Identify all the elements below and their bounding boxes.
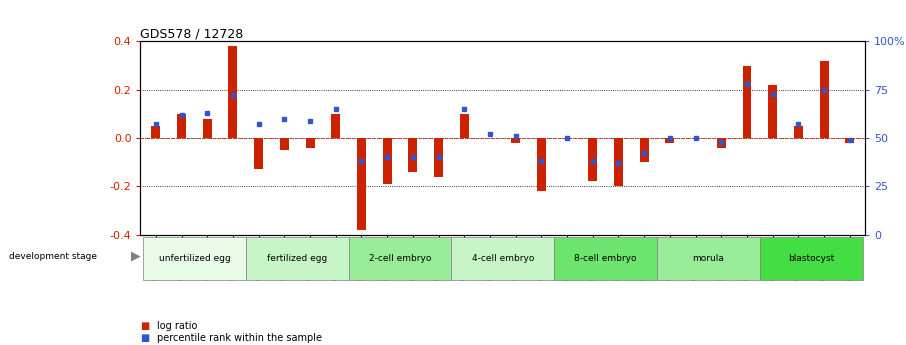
Bar bbox=[845, 138, 854, 143]
Bar bbox=[537, 138, 546, 191]
Text: ▶: ▶ bbox=[131, 250, 141, 263]
Text: ■: ■ bbox=[140, 333, 149, 343]
Bar bbox=[332, 114, 341, 138]
Bar bbox=[246, 237, 349, 280]
Bar bbox=[640, 138, 649, 162]
Text: ■: ■ bbox=[140, 321, 149, 331]
Bar bbox=[434, 138, 443, 177]
Bar bbox=[820, 61, 829, 138]
Bar bbox=[717, 138, 726, 148]
Bar bbox=[409, 138, 418, 172]
Text: GDS578 / 12728: GDS578 / 12728 bbox=[140, 27, 244, 40]
Text: development stage: development stage bbox=[9, 252, 97, 261]
Bar bbox=[305, 138, 314, 148]
Bar bbox=[151, 126, 160, 138]
Text: percentile rank within the sample: percentile rank within the sample bbox=[157, 333, 322, 343]
Bar bbox=[382, 138, 391, 184]
Bar bbox=[743, 66, 751, 138]
Text: morula: morula bbox=[692, 254, 725, 263]
Text: 4-cell embryo: 4-cell embryo bbox=[472, 254, 534, 263]
Bar bbox=[451, 237, 554, 280]
Bar bbox=[228, 46, 237, 138]
Bar bbox=[459, 114, 468, 138]
Text: fertilized egg: fertilized egg bbox=[267, 254, 327, 263]
Text: unfertilized egg: unfertilized egg bbox=[159, 254, 230, 263]
Bar bbox=[588, 138, 597, 181]
Bar bbox=[255, 138, 263, 169]
Bar bbox=[203, 119, 212, 138]
Bar bbox=[614, 138, 623, 186]
Bar bbox=[177, 114, 186, 138]
Text: log ratio: log ratio bbox=[157, 321, 198, 331]
Bar bbox=[349, 237, 451, 280]
Bar bbox=[511, 138, 520, 143]
Bar bbox=[794, 126, 803, 138]
Bar bbox=[657, 237, 760, 280]
Bar bbox=[554, 237, 657, 280]
Bar bbox=[357, 138, 366, 230]
Text: blastocyst: blastocyst bbox=[788, 254, 834, 263]
Bar bbox=[280, 138, 289, 150]
Text: 8-cell embryo: 8-cell embryo bbox=[574, 254, 637, 263]
Bar bbox=[143, 237, 246, 280]
Bar bbox=[665, 138, 674, 143]
Bar bbox=[768, 85, 777, 138]
Text: 2-cell embryo: 2-cell embryo bbox=[369, 254, 431, 263]
Bar bbox=[760, 237, 863, 280]
